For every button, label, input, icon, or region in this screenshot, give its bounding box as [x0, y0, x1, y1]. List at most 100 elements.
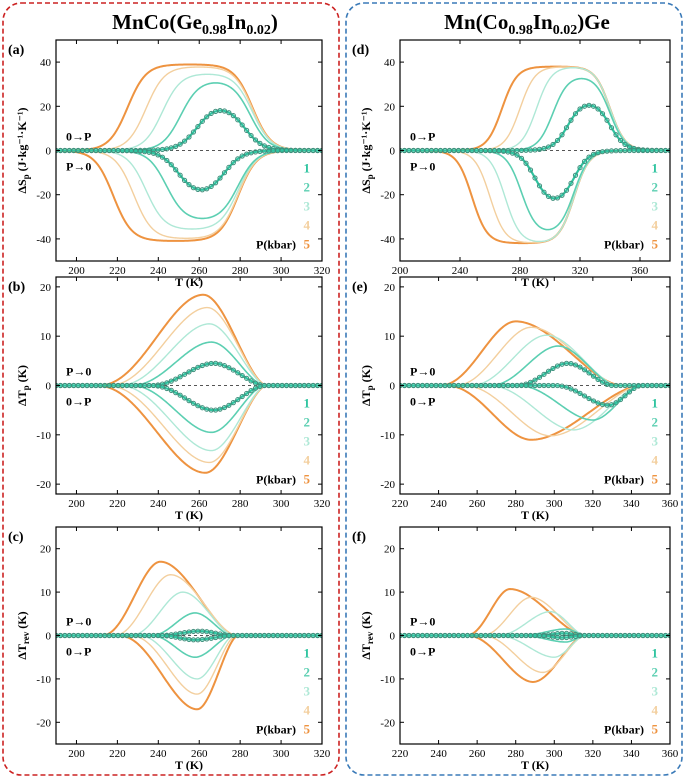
marker-d-p1: [541, 189, 547, 195]
marker-d-p1: [617, 137, 624, 144]
y-axis-label-b: ΔTp (K): [15, 365, 31, 406]
direction-label-bottom-c: 0→P: [66, 645, 91, 659]
marker-a-p1: [190, 185, 197, 191]
marker-a-p1: [173, 143, 179, 149]
x-tick-label-e: 240: [430, 498, 447, 510]
marker-a-p1: [195, 123, 201, 130]
x-tick-label-b: 260: [191, 498, 208, 510]
marker-e-p1: [631, 385, 637, 392]
series-a-p5-lower: [56, 149, 322, 242]
y-axis-label-unit-d: (J·kg⁻¹·K⁻¹): [359, 107, 373, 174]
marker-d-p1: [559, 192, 565, 198]
y-tick-label-a: -20: [36, 190, 51, 202]
series-b-p1-lower: [56, 384, 322, 412]
legend-number-b-3: 3: [304, 434, 311, 449]
left-title: MnCo(Ge0.98In0.02): [112, 10, 278, 38]
marker-d-p1: [527, 167, 534, 173]
marker-d-p1: [577, 164, 583, 171]
marker-b-p1: [159, 384, 165, 390]
x-tick-label-d: 240: [452, 265, 469, 277]
marker-b-p1: [226, 365, 232, 371]
left-title-sub2: 0.02: [246, 23, 271, 38]
x-tick-label-a: 320: [314, 265, 331, 277]
marker-b-p1: [181, 371, 188, 377]
marker-e-p1: [608, 402, 615, 408]
y-tick-label-c: 0: [46, 631, 52, 643]
panel-label-c: (c): [8, 530, 24, 545]
x-tick-label-a: 300: [273, 265, 290, 277]
y-tick-label-a: 0: [46, 146, 52, 158]
x-tick-label-e: 280: [507, 498, 524, 510]
direction-label-top-e: P→0: [410, 365, 435, 379]
marker-b-p1: [164, 385, 170, 392]
marker-d-p1: [505, 149, 511, 155]
x-axis-label-f: T (K): [521, 758, 549, 772]
x-tick-label-b: 240: [150, 498, 167, 510]
panel-a: 200 220 240 260 280 300 320 -40 -20 0 20 40 T (K) ΔSp…: [8, 39, 331, 289]
left-title-base: MnCo(Ge: [112, 10, 202, 34]
series-d-p3-lower: [400, 149, 670, 243]
y-axis-label-a: ΔSp (J·kg⁻¹·K⁻¹): [15, 107, 31, 193]
legend-number-b-4: 4: [304, 453, 311, 468]
x-tick-label-e: 360: [662, 498, 679, 510]
y-tick-label-e: 10: [384, 331, 396, 343]
panel-label-e: (e): [352, 280, 368, 295]
marker-d-p1: [613, 132, 619, 138]
y-axis-label-main-b: ΔT: [15, 390, 29, 406]
series-a-p2-upper: [56, 82, 322, 152]
legend-number-c-3: 3: [304, 684, 311, 699]
x-tick-label-a: 280: [232, 265, 249, 277]
y-tick-label-a: 20: [40, 101, 52, 113]
panel-f: 220 240 260 280 300 320 340 360 -20 -10 0 10 20 T (K)…: [352, 526, 679, 772]
marker-a-p1: [186, 134, 192, 140]
marker-e-p1: [590, 398, 597, 404]
marker-d-p1: [604, 117, 610, 123]
marker-e-p1: [586, 370, 592, 376]
marker-d-p1: [563, 125, 570, 131]
marker-d-p1: [559, 132, 565, 138]
y-axis-label-sub-e: p: [365, 385, 375, 390]
marker-b-p1: [239, 372, 245, 379]
marker-e-p1: [532, 377, 538, 383]
marker-d-p1: [568, 180, 574, 186]
marker-d-p1: [590, 103, 597, 109]
marker-a-p1: [177, 172, 183, 178]
marker-a-p1: [235, 156, 241, 162]
x-axis-label-b: T (K): [175, 508, 203, 522]
marker-e-p1: [581, 393, 588, 399]
y-axis-label-sub-a: p: [21, 174, 31, 179]
legend-number-d-5: 5: [652, 237, 659, 252]
y-axis-label-unit-e: (K): [359, 365, 373, 385]
legend-title-e: P(kbar): [604, 473, 644, 487]
y-axis-label-unit-b: (K): [15, 365, 29, 385]
y-axis-label-c: ΔTrev (K): [15, 611, 31, 659]
marker-b-p1: [195, 403, 201, 409]
y-tick-label-e: 0: [390, 381, 396, 393]
marker-b-p1: [248, 388, 254, 394]
marker-b-p1: [173, 390, 179, 396]
direction-label-top-d: 0→P: [410, 130, 435, 144]
legend-number-e-5: 5: [652, 472, 659, 487]
x-axis-label-a: T (K): [175, 275, 203, 289]
x-tick-label-a: 220: [109, 265, 126, 277]
marker-d-p1: [536, 183, 543, 189]
marker-d-p1: [509, 150, 516, 156]
marker-d-p1: [541, 145, 547, 152]
panel-a-series: [56, 63, 322, 242]
legend-number-e-4: 4: [652, 453, 659, 468]
direction-label-bottom-d: P→0: [410, 160, 435, 174]
legend-number-f-1: 1: [652, 646, 659, 661]
left-title-mid: In: [226, 10, 246, 34]
marker-a-p1: [181, 138, 188, 144]
marker-e-p1: [568, 361, 574, 367]
marker-d-p1: [608, 125, 615, 131]
legend-number-d-3: 3: [652, 199, 659, 214]
x-tick-label-e: 340: [623, 498, 640, 510]
marker-b-p1: [177, 374, 183, 380]
marker-e-p1: [541, 371, 547, 377]
x-tick-label-e: 300: [546, 498, 563, 510]
panel-d: 200 240 280 320 360 -40 -20 0 20 40 T (K) ΔSp (J·kg…: [352, 39, 671, 289]
series-c-p5-upper: [56, 560, 322, 637]
series-a-p1-lower: [56, 149, 322, 191]
marker-e-p1: [595, 376, 601, 382]
